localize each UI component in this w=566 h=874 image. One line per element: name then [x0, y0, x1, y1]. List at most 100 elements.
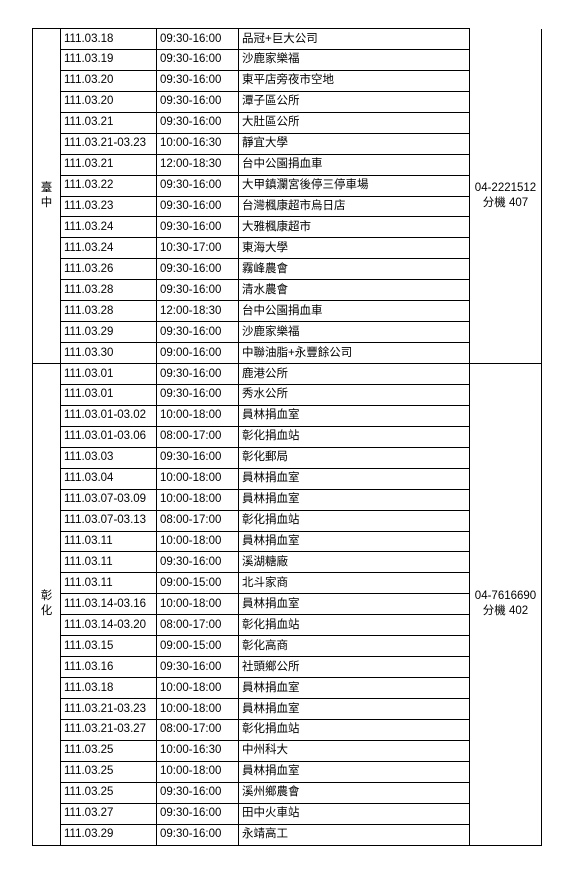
- time-cell: 09:30-16:00: [157, 782, 239, 803]
- location-cell: 員林捐血室: [239, 489, 470, 510]
- date-cell: 111.03.21-03.23: [61, 699, 157, 720]
- table-row: 111.03.1110:00-18:00員林捐血室: [33, 531, 542, 552]
- table-row: 111.03.2709:30-16:00田中火車站: [33, 803, 542, 824]
- table-row: 111.03.2112:00-18:30台中公園捐血車: [33, 154, 542, 175]
- time-cell: 09:30-16:00: [157, 552, 239, 573]
- table-row: 111.03.14-03.2008:00-17:00彰化捐血站: [33, 615, 542, 636]
- location-cell: 員林捐血室: [239, 405, 470, 426]
- location-cell: 溪湖糖廠: [239, 552, 470, 573]
- table-row: 111.03.07-03.0910:00-18:00員林捐血室: [33, 489, 542, 510]
- phone-cell: 04-7616690 分機 402: [470, 364, 542, 846]
- table-row: 111.03.2510:00-16:30中州科大: [33, 740, 542, 761]
- date-cell: 111.03.21-03.23: [61, 133, 157, 154]
- time-cell: 10:00-18:00: [157, 699, 239, 720]
- date-cell: 111.03.25: [61, 761, 157, 782]
- location-cell: 彰化郵局: [239, 447, 470, 468]
- time-cell: 09:30-16:00: [157, 447, 239, 468]
- date-cell: 111.03.23: [61, 196, 157, 217]
- time-cell: 08:00-17:00: [157, 426, 239, 447]
- date-cell: 111.03.28: [61, 280, 157, 301]
- time-cell: 10:00-18:00: [157, 594, 239, 615]
- date-cell: 111.03.14-03.20: [61, 615, 157, 636]
- time-cell: 09:30-16:00: [157, 322, 239, 343]
- location-cell: 鹿港公所: [239, 364, 470, 385]
- time-cell: 09:30-16:00: [157, 803, 239, 824]
- time-cell: 09:30-16:00: [157, 49, 239, 70]
- table-row: 111.03.01-03.0210:00-18:00員林捐血室: [33, 405, 542, 426]
- table-row: 111.03.2009:30-16:00東平店旁夜市空地: [33, 70, 542, 91]
- date-cell: 111.03.24: [61, 217, 157, 238]
- table-row: 111.03.0109:30-16:00秀水公所: [33, 384, 542, 405]
- table-row: 111.03.0410:00-18:00員林捐血室: [33, 468, 542, 489]
- phone-cell: 04-2221512 分機 407: [470, 29, 542, 364]
- location-cell: 沙鹿家樂福: [239, 49, 470, 70]
- date-cell: 111.03.21-03.27: [61, 719, 157, 740]
- table-row: 111.03.1109:30-16:00溪湖糖廠: [33, 552, 542, 573]
- time-cell: 09:30-16:00: [157, 364, 239, 385]
- location-cell: 清水農會: [239, 280, 470, 301]
- table-row: 111.03.2309:30-16:00台灣楓康超市烏日店: [33, 196, 542, 217]
- date-cell: 111.03.14-03.16: [61, 594, 157, 615]
- time-cell: 09:00-15:00: [157, 636, 239, 657]
- table-row: 111.03.14-03.1610:00-18:00員林捐血室: [33, 594, 542, 615]
- time-cell: 10:00-18:00: [157, 468, 239, 489]
- table-row: 111.03.01-03.0608:00-17:00彰化捐血站: [33, 426, 542, 447]
- date-cell: 111.03.11: [61, 573, 157, 594]
- table-row: 111.03.1609:30-16:00社頭鄉公所: [33, 657, 542, 678]
- location-cell: 潭子區公所: [239, 91, 470, 112]
- date-cell: 111.03.24: [61, 238, 157, 259]
- date-cell: 111.03.21: [61, 154, 157, 175]
- table-row: 111.03.1810:00-18:00員林捐血室: [33, 678, 542, 699]
- date-cell: 111.03.25: [61, 740, 157, 761]
- time-cell: 10:00-16:30: [157, 740, 239, 761]
- location-cell: 田中火車站: [239, 803, 470, 824]
- date-cell: 111.03.19: [61, 49, 157, 70]
- time-cell: 09:30-16:00: [157, 70, 239, 91]
- location-cell: 秀水公所: [239, 384, 470, 405]
- time-cell: 09:30-16:00: [157, 824, 239, 845]
- location-cell: 中聯油脂+永豐餘公司: [239, 343, 470, 364]
- date-cell: 111.03.21: [61, 112, 157, 133]
- location-cell: 溪州鄉農會: [239, 782, 470, 803]
- date-cell: 111.03.01: [61, 364, 157, 385]
- location-cell: 彰化捐血站: [239, 719, 470, 740]
- location-cell: 台灣楓康超市烏日店: [239, 196, 470, 217]
- table-row: 111.03.3009:00-16:00中聯油脂+永豐餘公司: [33, 343, 542, 364]
- time-cell: 12:00-18:30: [157, 154, 239, 175]
- table-row: 111.03.2509:30-16:00溪州鄉農會: [33, 782, 542, 803]
- time-cell: 08:00-17:00: [157, 510, 239, 531]
- table-row: 111.03.21-03.2708:00-17:00彰化捐血站: [33, 719, 542, 740]
- table-row: 111.03.2109:30-16:00大肚區公所: [33, 112, 542, 133]
- time-cell: 10:00-18:00: [157, 678, 239, 699]
- table-row: 111.03.2409:30-16:00大雅楓康超市: [33, 217, 542, 238]
- table-row: 111.03.2609:30-16:00霧峰農會: [33, 259, 542, 280]
- time-cell: 08:00-17:00: [157, 719, 239, 740]
- date-cell: 111.03.01: [61, 384, 157, 405]
- date-cell: 111.03.11: [61, 531, 157, 552]
- table-row: 111.03.21-03.2310:00-18:00員林捐血室: [33, 699, 542, 720]
- location-cell: 彰化捐血站: [239, 426, 470, 447]
- time-cell: 10:00-16:30: [157, 133, 239, 154]
- date-cell: 111.03.07-03.13: [61, 510, 157, 531]
- location-cell: 霧峰農會: [239, 259, 470, 280]
- time-cell: 09:30-16:00: [157, 91, 239, 112]
- location-cell: 永靖高工: [239, 824, 470, 845]
- location-cell: 台中公園捐血車: [239, 301, 470, 322]
- time-cell: 09:00-16:00: [157, 343, 239, 364]
- location-cell: 員林捐血室: [239, 761, 470, 782]
- date-cell: 111.03.01-03.02: [61, 405, 157, 426]
- time-cell: 09:00-15:00: [157, 573, 239, 594]
- table-row: 111.03.2809:30-16:00清水農會: [33, 280, 542, 301]
- date-cell: 111.03.18: [61, 29, 157, 50]
- location-cell: 彰化捐血站: [239, 510, 470, 531]
- table-row: 彰化111.03.0109:30-16:00鹿港公所04-7616690 分機 …: [33, 364, 542, 385]
- date-cell: 111.03.27: [61, 803, 157, 824]
- time-cell: 10:00-18:00: [157, 489, 239, 510]
- table-row: 111.03.2009:30-16:00潭子區公所: [33, 91, 542, 112]
- date-cell: 111.03.16: [61, 657, 157, 678]
- schedule-table: 臺中111.03.1809:30-16:00品冠+巨大公司04-2221512 …: [32, 28, 542, 846]
- time-cell: 09:30-16:00: [157, 280, 239, 301]
- table-row: 111.03.2909:30-16:00永靖高工: [33, 824, 542, 845]
- time-cell: 09:30-16:00: [157, 217, 239, 238]
- time-cell: 10:00-18:00: [157, 405, 239, 426]
